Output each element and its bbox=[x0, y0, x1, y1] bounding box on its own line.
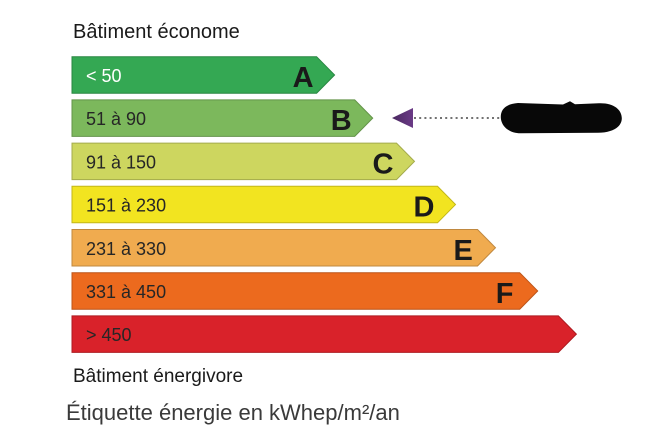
svg-text:A: A bbox=[293, 62, 314, 94]
svg-text:F: F bbox=[496, 278, 514, 310]
svg-text:< 50: < 50 bbox=[86, 66, 122, 86]
svg-text:C: C bbox=[373, 148, 394, 180]
svg-text:331 à 450: 331 à 450 bbox=[86, 282, 166, 302]
svg-text:91 à 150: 91 à 150 bbox=[86, 152, 156, 172]
svg-text:E: E bbox=[454, 235, 473, 267]
svg-text:D: D bbox=[414, 192, 435, 224]
svg-text:B: B bbox=[331, 105, 352, 137]
svg-text:231 à 330: 231 à 330 bbox=[86, 239, 166, 259]
svg-text:51 à 90: 51 à 90 bbox=[86, 109, 146, 129]
svg-text:151 à 230: 151 à 230 bbox=[86, 196, 166, 216]
svg-text:> 450: > 450 bbox=[86, 325, 132, 345]
